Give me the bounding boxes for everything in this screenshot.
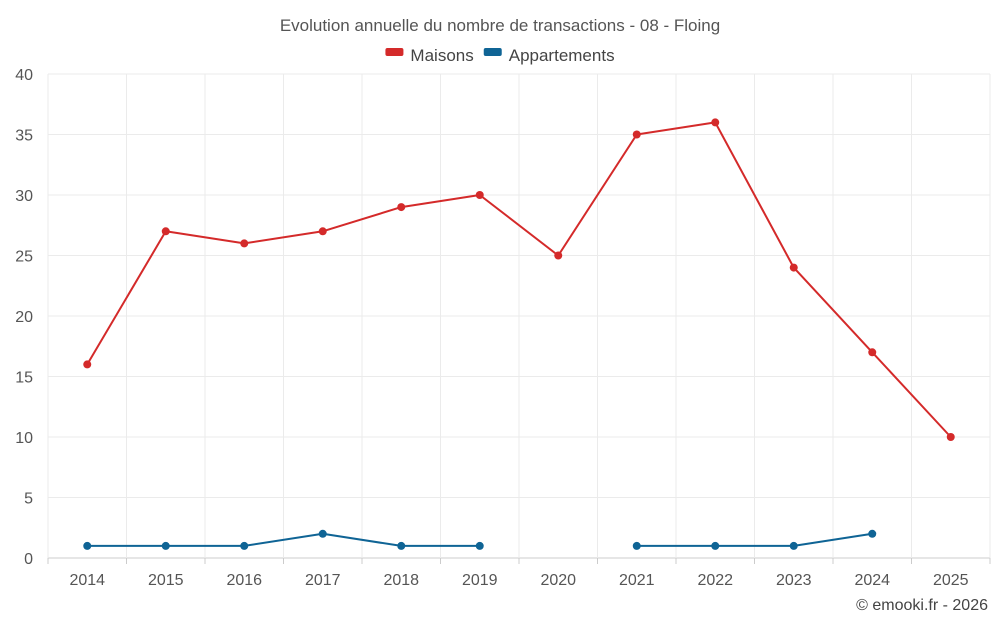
credit-label: © emooki.fr - 2026 bbox=[856, 597, 988, 614]
series-maisons bbox=[83, 118, 955, 441]
y-tick-label: 0 bbox=[24, 551, 33, 568]
chart-title: Evolution annuelle du nombre de transact… bbox=[280, 16, 720, 35]
legend-swatch bbox=[385, 48, 404, 56]
x-tick-label: 2020 bbox=[540, 572, 576, 589]
series-line bbox=[636, 532, 873, 547]
data-point[interactable] bbox=[632, 541, 641, 550]
data-point[interactable] bbox=[868, 348, 877, 357]
y-tick-label: 15 bbox=[15, 370, 33, 387]
data-point[interactable] bbox=[475, 541, 484, 550]
x-tick-label: 2018 bbox=[383, 572, 419, 589]
x-tick-label: 2017 bbox=[305, 572, 341, 589]
data-point[interactable] bbox=[946, 433, 955, 441]
data-point[interactable] bbox=[789, 263, 798, 272]
data-point[interactable] bbox=[711, 118, 720, 127]
y-axis: 0 5 10 15 20 25 30 35 40 bbox=[15, 67, 33, 568]
data-point[interactable] bbox=[711, 541, 720, 550]
legend-item[interactable]: Appartements bbox=[483, 46, 615, 65]
data-point[interactable] bbox=[83, 360, 92, 369]
y-tick-label: 40 bbox=[15, 67, 33, 84]
data-point[interactable] bbox=[868, 529, 877, 538]
legend-label: Maisons bbox=[410, 46, 473, 65]
grid bbox=[47, 73, 991, 564]
y-tick-label: 20 bbox=[15, 309, 33, 326]
x-tick-label: 2023 bbox=[776, 572, 812, 589]
data-point[interactable] bbox=[318, 529, 327, 538]
data-point[interactable] bbox=[475, 191, 484, 199]
data-point[interactable] bbox=[318, 227, 327, 236]
series-line bbox=[86, 121, 952, 438]
x-tick-label: 2014 bbox=[69, 572, 105, 589]
legend-swatch bbox=[483, 48, 502, 56]
x-tick-label: 2015 bbox=[148, 572, 184, 589]
series-layer bbox=[83, 118, 955, 550]
data-point[interactable] bbox=[397, 541, 406, 550]
y-tick-label: 25 bbox=[15, 249, 33, 266]
x-axis: 2014 2015 2016 2017 2018 2019 2020 2021 2022 2023… bbox=[69, 572, 968, 589]
y-tick-label: 10 bbox=[15, 430, 33, 447]
data-point[interactable] bbox=[161, 541, 170, 550]
data-point[interactable] bbox=[789, 541, 798, 550]
x-tick-label: 2024 bbox=[854, 572, 890, 589]
x-tick-label: 2022 bbox=[697, 572, 733, 589]
data-point[interactable] bbox=[240, 239, 249, 248]
series-appartements bbox=[83, 529, 877, 550]
legend-item[interactable]: Maisons bbox=[385, 46, 474, 65]
y-tick-label: 35 bbox=[15, 128, 33, 145]
data-point[interactable] bbox=[397, 203, 406, 212]
x-tick-label: 2019 bbox=[462, 572, 498, 589]
data-point[interactable] bbox=[83, 541, 92, 550]
data-point[interactable] bbox=[161, 227, 170, 236]
series-line bbox=[87, 532, 480, 547]
legend[interactable]: Maisons Appartements bbox=[385, 46, 615, 65]
legend-label: Appartements bbox=[509, 46, 615, 65]
data-point[interactable] bbox=[632, 130, 641, 139]
data-point[interactable] bbox=[240, 541, 249, 550]
data-point[interactable] bbox=[554, 251, 563, 260]
y-tick-label: 5 bbox=[24, 491, 33, 508]
x-tick-label: 2025 bbox=[933, 572, 969, 589]
x-tick-label: 2021 bbox=[619, 572, 655, 589]
y-tick-label: 30 bbox=[15, 188, 33, 205]
x-tick-label: 2016 bbox=[226, 572, 262, 589]
